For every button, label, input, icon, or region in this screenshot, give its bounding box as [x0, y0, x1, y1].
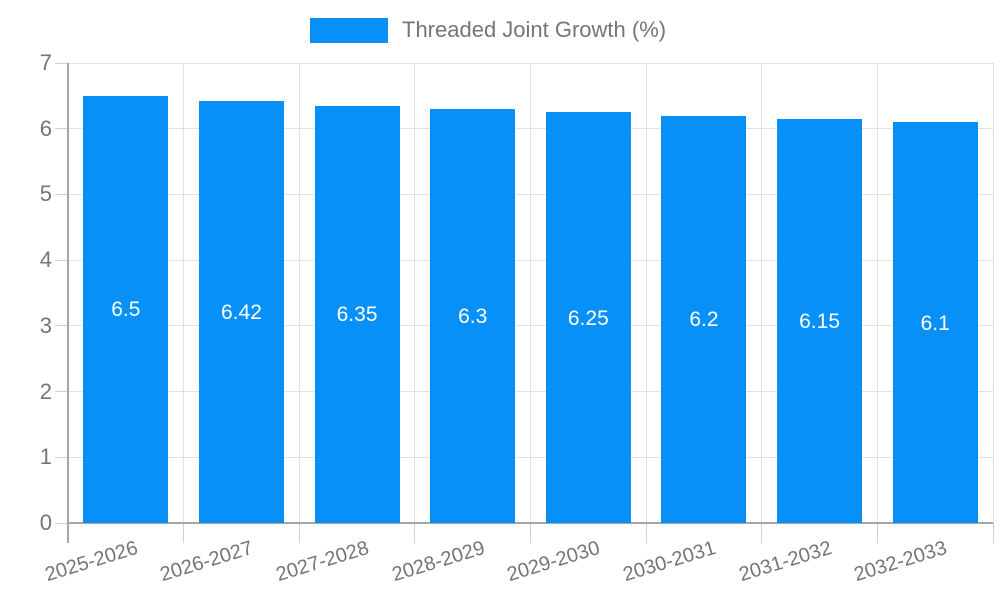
bar[interactable]: [545, 112, 631, 523]
bar[interactable]: [83, 95, 169, 523]
gridline: [876, 63, 878, 523]
y-tick-mark: [55, 456, 68, 458]
gridline: [414, 63, 416, 523]
x-tick-mark: [298, 523, 300, 543]
x-tick-mark: [183, 523, 185, 543]
y-tick-mark: [55, 193, 68, 195]
y-tick-label: 1: [39, 444, 52, 470]
x-tick-mark: [876, 523, 878, 543]
bar-value-label: 6.3: [458, 305, 488, 328]
bar[interactable]: [198, 101, 284, 523]
bar-value-label: 6.1: [920, 311, 950, 335]
bar-value-label: 6.35: [336, 303, 378, 327]
bar-value-label: 6.15: [799, 309, 840, 333]
y-tick-label: 0: [39, 510, 52, 535]
gridline: [992, 63, 994, 523]
legend: Threaded Joint Growth (%): [310, 17, 666, 43]
y-tick-mark: [55, 259, 68, 261]
y-axis-line: [67, 63, 69, 543]
x-tick-mark: [414, 523, 416, 543]
y-tick-mark: [55, 62, 68, 64]
y-tick-label: 3: [39, 312, 52, 338]
gridline: [530, 63, 531, 523]
legend-swatch: [310, 17, 388, 43]
bar[interactable]: [314, 105, 400, 523]
gridline: [298, 63, 300, 523]
y-tick-label: 7: [39, 50, 52, 75]
bar[interactable]: [430, 109, 516, 523]
y-tick-mark: [55, 391, 68, 393]
gridline: [183, 63, 185, 523]
y-tick-label: 6: [39, 115, 52, 141]
bar[interactable]: [777, 118, 863, 523]
legend-label: Threaded Joint Growth (%): [402, 17, 667, 42]
bar[interactable]: [661, 115, 747, 523]
x-tick-mark: [761, 523, 763, 543]
gridline: [645, 63, 647, 523]
y-tick-label: 5: [39, 181, 52, 207]
x-tick-mark: [645, 523, 647, 543]
x-tick-mark: [992, 523, 994, 543]
x-tick-mark: [530, 523, 531, 543]
y-tick-label: 4: [39, 247, 52, 273]
gridline: [761, 63, 763, 523]
bar[interactable]: [892, 122, 978, 523]
bar-value-label: 6.5: [111, 298, 141, 322]
x-axis-line: [68, 522, 993, 524]
y-tick-mark: [55, 325, 68, 327]
bar-value-label: 6.42: [221, 301, 262, 325]
y-tick-label: 2: [39, 378, 52, 404]
y-tick-mark: [55, 522, 68, 524]
bar-value-label: 6.2: [689, 308, 719, 332]
y-tick-mark: [55, 128, 68, 130]
bar-value-label: 6.25: [567, 306, 609, 330]
